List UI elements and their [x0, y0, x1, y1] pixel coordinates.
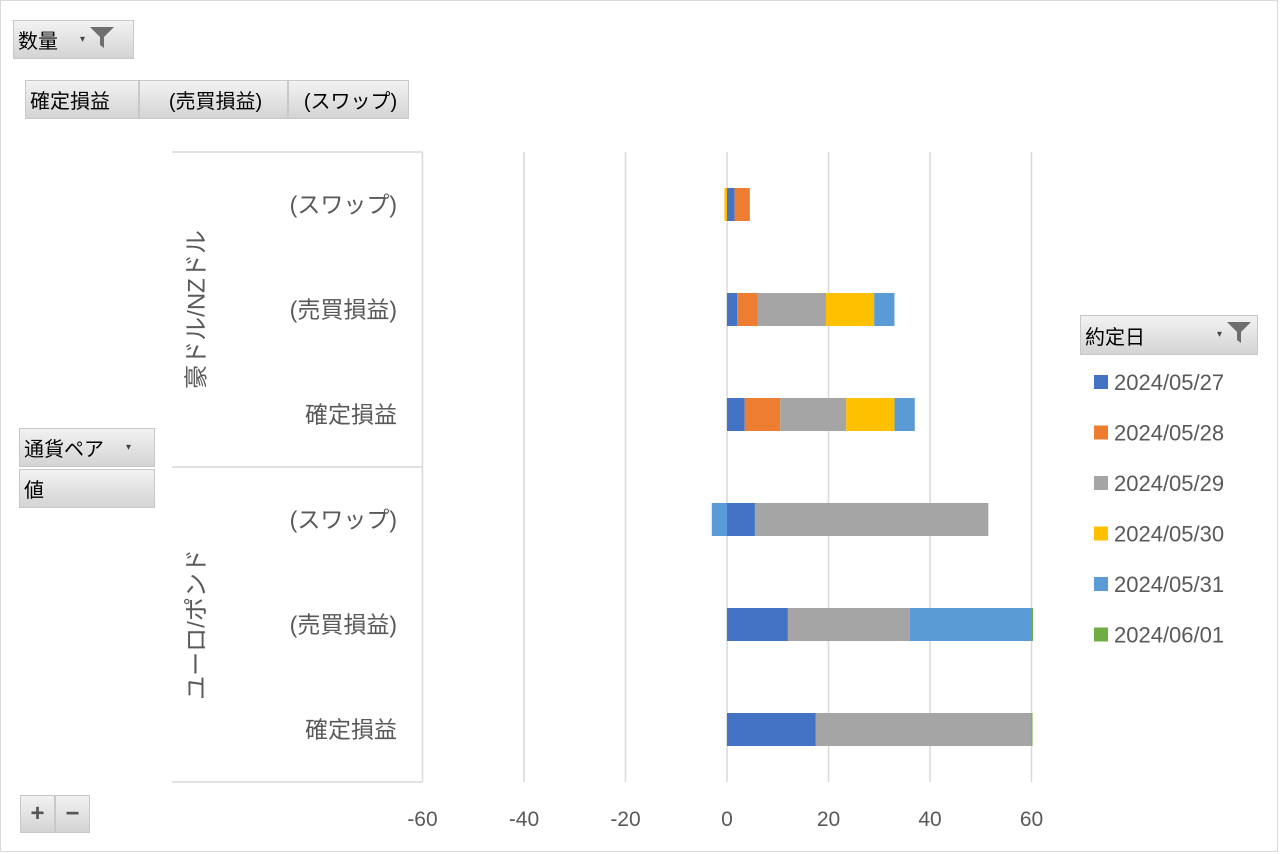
bar-segment [787, 608, 910, 641]
bar-segment [734, 188, 750, 221]
legend-swatch [1094, 425, 1108, 440]
category-label: 確定損益 [305, 717, 397, 743]
group-label: 豪ドル/NZドル [183, 230, 210, 389]
dropdown-icon[interactable]: ▾ [1217, 329, 1223, 340]
bar-segment [1031, 608, 1034, 641]
column-field-button-1[interactable]: 確定損益 [25, 80, 139, 119]
bar-segment [1031, 713, 1033, 746]
legend-label: 2024/05/30 [1114, 522, 1224, 547]
dropdown-icon[interactable]: ▾ [80, 33, 86, 45]
bar-segment [744, 398, 781, 431]
plus-icon: + [30, 800, 45, 827]
column-field-button-3[interactable]: (スワップ) [288, 80, 409, 119]
bar-segment [724, 188, 727, 221]
value-field-button[interactable]: 数量 ▾ [13, 20, 134, 59]
row-field-button[interactable]: 通貨ペア ▾ [19, 428, 155, 467]
legend-label: 2024/06/01 [1114, 623, 1224, 648]
x-tick-label: 60 [1020, 808, 1043, 831]
bar-segment [815, 713, 1032, 746]
values-label: 値 [24, 480, 44, 502]
category-label: (売買損益) [290, 297, 397, 323]
bar-segment [727, 398, 745, 431]
bar-segment [727, 293, 738, 326]
category-label: (スワップ) [290, 507, 397, 533]
column-field-label: (スワップ) [303, 91, 398, 113]
category-label: (売買損益) [290, 612, 397, 638]
bar-segment [846, 398, 895, 431]
bar-segment [909, 608, 1032, 641]
category-label: 確定損益 [305, 402, 397, 428]
bar-segment [874, 293, 895, 326]
bar-segment [754, 503, 989, 536]
bar-segment [727, 608, 788, 641]
x-tick-label: -40 [509, 808, 539, 831]
bar-segment [737, 293, 758, 326]
bar-segment [727, 188, 735, 221]
bar-segment [894, 398, 915, 431]
value-field-label: 数量 [18, 31, 58, 53]
row-field-label: 通貨ペア [24, 439, 104, 461]
x-tick-label: 20 [817, 808, 840, 831]
x-tick-label: -60 [407, 808, 437, 831]
bar-segment [757, 293, 826, 326]
column-field-label: (売買損益) [168, 91, 263, 113]
column-field-button-2[interactable]: (売買損益) [139, 80, 288, 119]
legend-label: 2024/05/29 [1114, 471, 1224, 496]
bar-segment [780, 398, 847, 431]
legend-field-label: 約定日 [1085, 326, 1145, 349]
bar-segment [825, 293, 875, 326]
bar-segment [727, 503, 755, 536]
collapse-button[interactable]: − [55, 795, 90, 833]
group-label: ユーロ/ポンド [183, 549, 210, 700]
legend-swatch [1094, 375, 1108, 389]
filter-icon[interactable] [89, 25, 115, 55]
bar-segment [711, 503, 727, 536]
legend-field-button[interactable]: 約定日 ▾ [1080, 315, 1258, 355]
legend-swatch [1094, 526, 1108, 541]
bar-segment [727, 713, 816, 746]
legend-swatch [1094, 577, 1108, 591]
legend-label: 2024/05/27 [1114, 370, 1224, 395]
legend-label: 2024/05/31 [1114, 572, 1224, 597]
x-tick-label: -20 [610, 808, 640, 831]
values-button[interactable]: 値 [19, 469, 155, 508]
column-field-label: 確定損益 [30, 91, 110, 113]
dropdown-icon[interactable]: ▾ [126, 441, 132, 453]
expand-button[interactable]: + [20, 795, 55, 833]
minus-icon: − [65, 800, 80, 827]
category-label: (スワップ) [290, 192, 397, 218]
x-tick-label: 0 [721, 808, 733, 831]
legend-swatch [1094, 627, 1108, 642]
x-tick-label: 40 [918, 808, 941, 831]
filter-icon[interactable] [1226, 320, 1252, 350]
legend-label: 2024/05/28 [1114, 421, 1224, 446]
legend-swatch [1094, 476, 1108, 490]
